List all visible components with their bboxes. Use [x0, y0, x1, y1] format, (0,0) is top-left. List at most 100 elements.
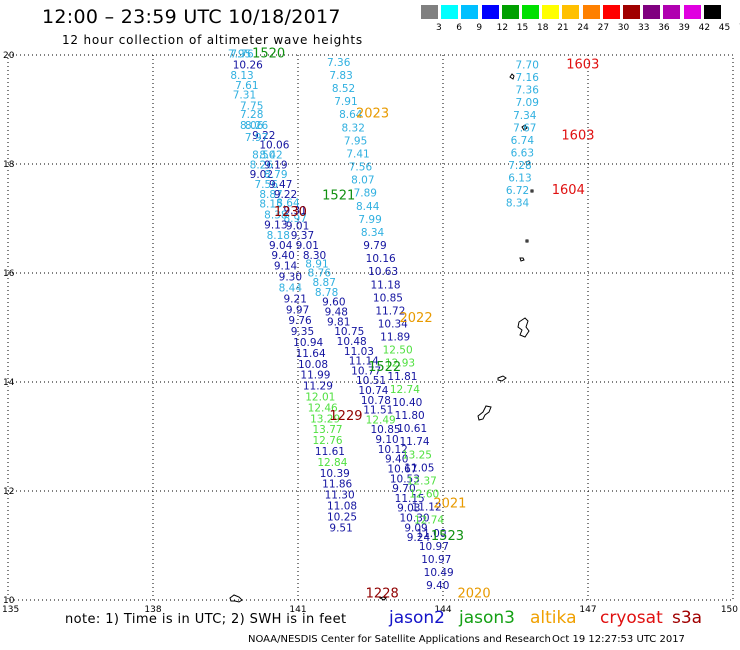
island-outline — [477, 405, 492, 421]
color-scale-label: 30 — [617, 23, 630, 33]
color-swatch — [683, 5, 701, 19]
swh-value: 10.26 — [233, 60, 263, 72]
color-scale-label: 39 — [678, 23, 690, 33]
credit-line: NOAA/NESDIS Center for Satellite Applica… — [248, 634, 551, 645]
swh-value: 10.12 — [378, 444, 408, 456]
swh-value: 7.61 — [235, 80, 258, 92]
legend-item-jason2: jason2 — [389, 608, 445, 628]
swh-value: 9.09 — [404, 522, 427, 534]
swh-value: 7.95 — [228, 49, 251, 61]
swh-value: 9.47 — [269, 179, 292, 191]
color-swatch — [421, 5, 438, 19]
swh-value: 8.52 — [332, 83, 355, 95]
pass-time-label: 1230 — [274, 205, 307, 220]
color-swatch — [663, 5, 681, 19]
swh-value: 7.75 — [240, 101, 263, 113]
swh-value: 7.56 — [255, 179, 279, 191]
swh-value: 11.81 — [387, 371, 417, 383]
island-outline — [509, 73, 515, 80]
swh-value: 9.40 — [426, 580, 449, 592]
legend-item-cryosat: cryosat — [600, 608, 663, 628]
y-tick-label: 14 — [3, 378, 15, 388]
color-swatch — [522, 5, 539, 19]
swh-value: 9.30 — [279, 272, 302, 284]
swh-value: 10.74 — [358, 385, 388, 397]
swh-value: 7.91 — [334, 96, 357, 108]
legend-item-s3a: s3a — [672, 608, 703, 628]
color-scale-label: 12 — [496, 23, 509, 33]
swh-value: 9.31 — [284, 205, 307, 217]
pass-time-label: 1229 — [329, 409, 362, 424]
pass-time-label: 2022 — [400, 311, 433, 326]
swh-value: 13.25 — [402, 449, 432, 461]
swh-value: 12.76 — [313, 435, 343, 447]
swh-value: 11.74 — [400, 436, 430, 448]
swh-value: 9.70 — [392, 483, 415, 495]
island-outline — [525, 160, 531, 166]
swh-value: 9.60 — [322, 297, 345, 309]
swh-value: 8.44 — [279, 283, 303, 295]
island-outline — [530, 189, 534, 193]
swh-value: 10.67 — [387, 463, 417, 475]
swh-value: 9.79 — [363, 240, 386, 252]
map-frame — [7, 54, 734, 601]
map-border — [7, 54, 734, 601]
swh-value: 11.51 — [363, 405, 393, 417]
y-tick-label: 12 — [3, 487, 14, 497]
map-grid — [8, 55, 733, 600]
swh-value: 8.15 — [259, 199, 282, 211]
swh-value: 7.36 — [327, 57, 351, 69]
pass-time-label: 1521 — [322, 188, 355, 203]
swh-value: 11.05 — [404, 462, 434, 474]
swh-value: 10.63 — [368, 266, 398, 278]
swh-value: 8.32 — [342, 122, 365, 134]
swh-value: 8.44 — [356, 201, 380, 213]
island-outline — [521, 124, 528, 131]
generation-timestamp: Oct 19 12:27:53 UTC 2017 — [552, 634, 685, 645]
color-swatch — [441, 5, 459, 19]
swh-value: 8.26 — [250, 159, 274, 171]
x-tick-label: 141 — [289, 605, 306, 615]
swh-value: 11.00 — [416, 528, 446, 540]
swh-value: 11.03 — [344, 346, 374, 358]
swh-value: 6.13 — [508, 172, 531, 184]
swh-value: 8.34 — [506, 198, 530, 210]
swh-value: 8.34 — [361, 227, 385, 239]
swh-value: 7.89 — [354, 188, 377, 200]
swh-value: 8.64 — [276, 198, 300, 210]
swh-value: 10.53 — [390, 473, 420, 485]
swh-value: 12.01 — [305, 392, 335, 404]
swh-value: 8.06 — [240, 120, 264, 132]
swh-value: 12.46 — [308, 402, 338, 414]
color-swatch — [501, 5, 519, 19]
swh-value: 11.30 — [325, 490, 355, 502]
pass-time-label: 1603 — [561, 128, 594, 143]
swh-value: 10.25 — [327, 511, 357, 523]
swh-value: 7.76 — [230, 49, 254, 61]
swh-value: 11.86 — [322, 479, 352, 491]
swh-value: 8.64 — [339, 109, 363, 121]
pass-time-label: 1604 — [552, 183, 585, 198]
swh-value: 9.01 — [286, 220, 309, 232]
swh-value: 8.87 — [259, 189, 282, 201]
swh-value: 8.79 — [264, 169, 287, 181]
color-scale-label: 33 — [638, 23, 650, 33]
swh-value: 10.75 — [334, 326, 364, 338]
swh-value: 10.78 — [361, 395, 391, 407]
swh-value: 10.97 — [419, 541, 449, 553]
swh-value: 8.07 — [351, 175, 374, 187]
swh-value: 9.03 — [397, 503, 420, 515]
swh-value: 8.38 — [264, 210, 287, 222]
swh-value: 13.77 — [313, 424, 343, 436]
color-scale-label: 15 — [516, 23, 529, 33]
color-scale-label: 42 — [698, 23, 711, 33]
legend-item-altika: altika — [530, 608, 577, 628]
swh-value: 12.84 — [317, 457, 347, 469]
swh-value: 11.99 — [300, 370, 330, 382]
color-swatch — [461, 5, 479, 19]
swh-value: 7.67 — [513, 122, 536, 134]
color-scale-label: 18 — [537, 23, 549, 33]
pass-time-label: 1523 — [431, 529, 464, 544]
swh-value: 10.77 — [351, 365, 381, 377]
